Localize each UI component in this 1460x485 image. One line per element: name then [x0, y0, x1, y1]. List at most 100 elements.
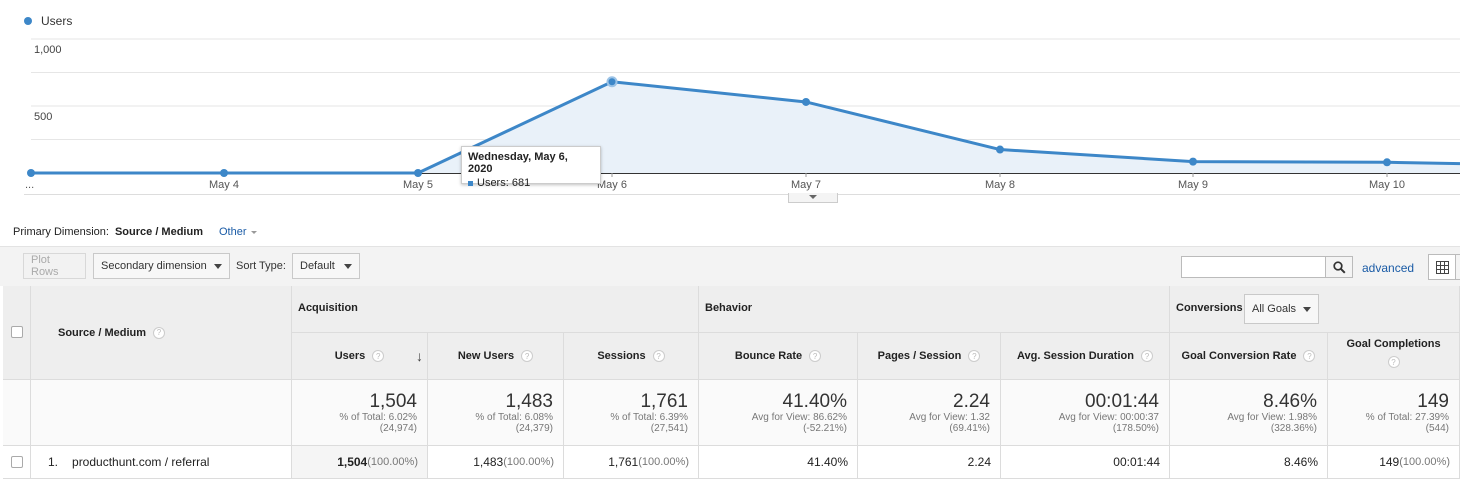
help-icon[interactable]: ? [1303, 350, 1316, 362]
total-comparison: (69.41%) [949, 423, 990, 434]
dimension-header-label: Source / Medium [58, 326, 147, 339]
chevron-down-icon [214, 263, 222, 269]
table-cell: 1,504 (100.00%) [292, 446, 428, 479]
column-header-goal-completions[interactable]: Goal Completions? [1328, 333, 1460, 380]
column-header-label: Sessions [597, 350, 646, 362]
total-comparison: (24,974) [379, 423, 417, 434]
search-button[interactable] [1325, 256, 1353, 278]
primary-dimension-bar: Primary Dimension: Source / Medium Other [13, 226, 257, 238]
sort-type-dropdown[interactable]: Default [292, 253, 360, 279]
column-header-avg-session-duration[interactable]: Avg. Session Duration? [1001, 333, 1170, 380]
table-cell: 41.40% [699, 446, 858, 479]
total-value: 1,483 [505, 391, 553, 412]
totals-cell: 8.46% Avg for View: 1.98% (328.36%) [1170, 380, 1328, 446]
help-icon[interactable]: ? [1140, 350, 1153, 362]
total-comparison: (178.50%) [1112, 423, 1159, 434]
column-header-label: Users [334, 350, 366, 362]
select-all-checkbox[interactable] [11, 326, 23, 338]
total-comparison: (-52.21%) [803, 423, 847, 434]
x-tick-label: May 6 [597, 179, 627, 191]
acquisition-group-header-label: Acquisition [298, 302, 358, 314]
help-icon[interactable]: ? [809, 350, 822, 362]
chart-collapse-handle[interactable] [788, 193, 838, 203]
x-tick-label: May 9 [1178, 179, 1208, 191]
x-tick-label: May 10 [1369, 179, 1405, 191]
row-checkbox[interactable] [11, 456, 23, 468]
totals-cell: 2.24 Avg for View: 1.32 (69.41%) [858, 380, 1001, 446]
column-header-new-users[interactable]: New Users? [428, 333, 564, 380]
x-tick-label: May 5 [403, 179, 433, 191]
search-icon [1332, 260, 1346, 274]
chevron-down-icon [250, 230, 257, 234]
total-comparison: Avg for View: 00:00:37 [1058, 412, 1159, 423]
help-icon[interactable]: ? [372, 350, 385, 362]
primary-dimension-value[interactable]: Source / Medium [114, 226, 203, 238]
total-value: 149 [1417, 391, 1449, 412]
row-checkbox-cell [3, 446, 31, 479]
table-cell: 149 (100.00%) [1328, 446, 1460, 479]
dimension-column-header[interactable]: Source / Medium? [31, 286, 292, 380]
totals-label-cell [31, 380, 292, 446]
plot-rows-button[interactable]: Plot Rows [23, 253, 86, 279]
goals-select-dropdown[interactable]: All Goals [1244, 294, 1319, 324]
primary-dimension-label: Primary Dimension: [13, 226, 109, 238]
data-point [27, 169, 35, 177]
tooltip-value: Users: 681 [477, 177, 531, 189]
advanced-filter-link[interactable]: advanced [1362, 261, 1415, 275]
y-tick-label: 500 [34, 111, 52, 123]
total-value: 1,504 [369, 391, 417, 412]
table-view-button[interactable] [1428, 254, 1456, 280]
chart-legend: Users [24, 14, 72, 28]
secondary-dimension-dropdown[interactable]: Secondary dimension [93, 253, 230, 279]
totals-cell: 00:01:44 Avg for View: 00:00:37 (178.50%) [1001, 380, 1170, 446]
cell-value: 00:01:44 [1113, 455, 1160, 469]
cell-value: 1,504 [337, 455, 368, 469]
total-comparison: (27,541) [650, 423, 688, 434]
row-source-medium-link[interactable]: producthunt.com / referral [72, 455, 210, 469]
primary-dimension-other-link[interactable]: Other [219, 226, 257, 238]
data-point [606, 76, 618, 88]
help-icon[interactable]: ? [153, 326, 166, 339]
total-comparison: Avg for View: 1.98% [1227, 412, 1317, 423]
view-type-button[interactable] [1455, 254, 1460, 280]
total-comparison: % of Total: 27.39% [1365, 412, 1449, 423]
chevron-down-icon [344, 263, 352, 269]
select-all-cell [3, 286, 31, 380]
tooltip-series-square-icon [468, 180, 473, 186]
sort-type-label: Sort Type: [236, 260, 286, 272]
secondary-dimension-label: Secondary dimension [101, 260, 207, 272]
users-over-time-chart: 1,000 500... May 4 May 5 May 6 May 7 May 8 May … [0, 0, 1460, 210]
table-row-name: 1. producthunt.com / referral [31, 446, 292, 479]
table-cell: 2.24 [858, 446, 1001, 479]
column-header-sessions[interactable]: Sessions? [564, 333, 699, 380]
data-point [996, 145, 1004, 154]
table-search-input[interactable] [1181, 256, 1326, 278]
column-header-goal-conversion-rate[interactable]: Goal Conversion Rate? [1170, 333, 1328, 380]
chart-tooltip: Wednesday, May 6, 2020 Users: 681 [461, 146, 601, 189]
column-header-label: Bounce Rate [734, 350, 803, 362]
tooltip-title: Wednesday, May 6, 2020 [468, 151, 568, 175]
goals-select-label: All Goals [1252, 303, 1297, 315]
help-icon[interactable]: ? [652, 350, 665, 362]
total-comparison: Avg for View: 1.32 [909, 412, 990, 423]
table-cell: 1,483 (100.00%) [428, 446, 564, 479]
conversions-group-header-label: Conversions [1176, 302, 1243, 314]
column-header-label: Avg. Session Duration [1017, 350, 1134, 362]
data-point [1383, 158, 1391, 167]
column-header-pages-session[interactable]: Pages / Session? [858, 333, 1001, 380]
column-header-users[interactable]: Users? ↓ [292, 333, 428, 380]
data-point [414, 169, 422, 177]
x-tick-label: May 8 [985, 179, 1015, 191]
sort-descending-icon[interactable]: ↓ [416, 348, 423, 364]
help-icon[interactable]: ? [1387, 356, 1400, 368]
total-comparison: (328.36%) [1270, 423, 1317, 434]
help-icon[interactable]: ? [968, 350, 981, 362]
row-index: 1. [48, 455, 59, 469]
column-header-label: Goal Completions [1346, 338, 1441, 350]
column-header-label: Pages / Session [877, 350, 962, 362]
totals-cell: 1,483% of Total: 6.08% (24,379) [428, 380, 564, 446]
column-header-bounce-rate[interactable]: Bounce Rate? [699, 333, 858, 380]
total-value: 2.24 [953, 391, 990, 412]
help-icon[interactable]: ? [521, 350, 534, 362]
grid-icon [1435, 260, 1449, 274]
